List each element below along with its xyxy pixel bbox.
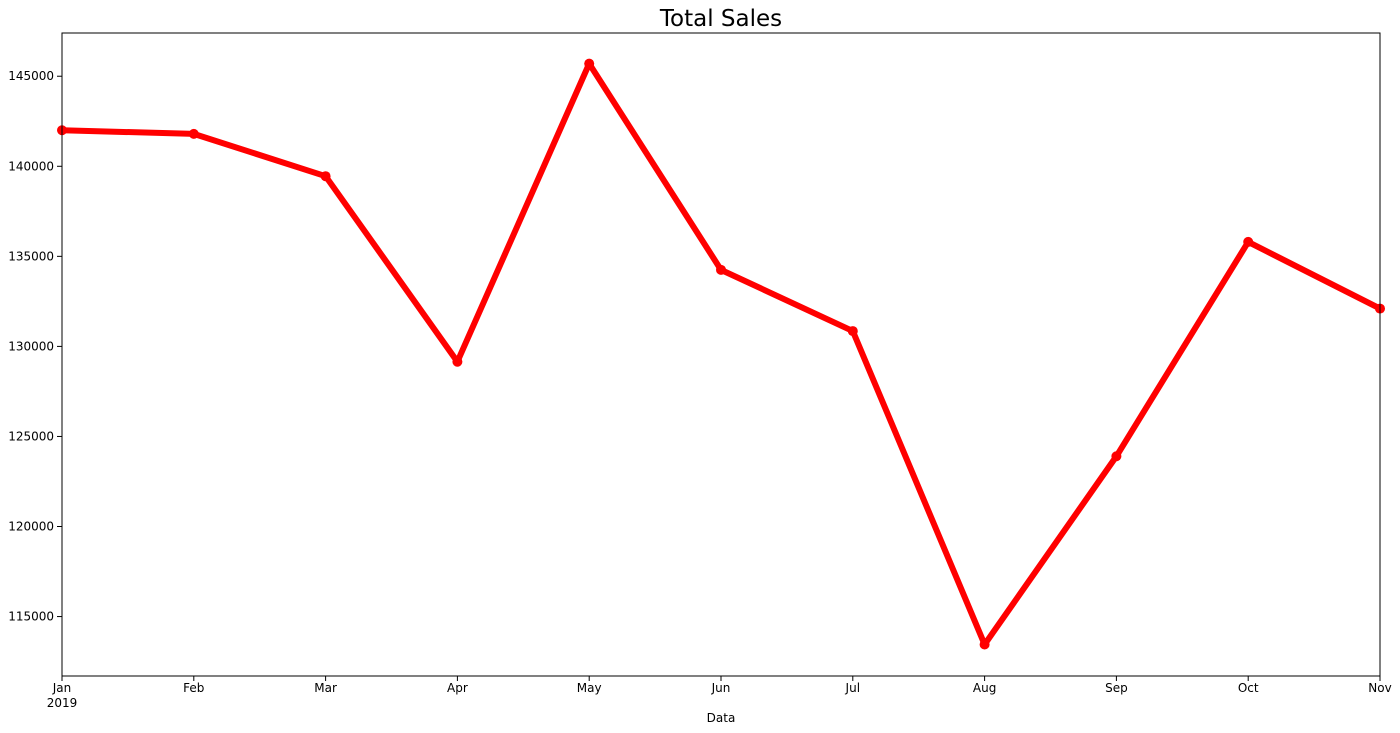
x-axis-ticks: Jan Feb Mar Apr May Jun Jul Aug Sep Oct Nov xyxy=(52,676,1392,695)
data-point xyxy=(584,58,595,69)
data-point xyxy=(452,356,463,367)
y-tick-label: 130000 xyxy=(8,339,54,353)
y-tick-label: 125000 xyxy=(8,429,54,443)
y-tick-label: 145000 xyxy=(8,69,54,83)
data-point xyxy=(847,326,858,337)
x-tick-label: Oct xyxy=(1238,681,1259,695)
data-point xyxy=(1243,236,1254,247)
y-tick-label: 120000 xyxy=(8,520,54,534)
y-tick-label: 135000 xyxy=(8,249,54,263)
y-axis-ticks: 115000 120000 125000 130000 135000 140000 1450… xyxy=(8,69,62,624)
x-tick-label: Jan xyxy=(52,681,72,695)
y-tick-label: 115000 xyxy=(8,610,54,624)
data-point xyxy=(320,171,331,182)
x-tick-label: Feb xyxy=(183,681,204,695)
x-tick-label: Sep xyxy=(1105,681,1128,695)
x-tick-label: Nov xyxy=(1368,681,1391,695)
x-axis-label: Data xyxy=(707,711,736,725)
x-tick-label: Mar xyxy=(314,681,337,695)
x-tick-label: May xyxy=(577,681,602,695)
data-point xyxy=(979,639,990,650)
x-tick-label: Aug xyxy=(973,681,996,695)
plot-frame xyxy=(61,32,1381,677)
data-point xyxy=(1111,451,1122,462)
y-tick-label: 140000 xyxy=(8,159,54,173)
x-tick-label: Apr xyxy=(447,681,468,695)
plot-area xyxy=(62,33,1380,676)
chart-title: Total Sales xyxy=(659,6,782,32)
x-tick-label: Jun xyxy=(711,681,731,695)
data-point xyxy=(716,264,726,275)
data-point xyxy=(188,128,199,139)
x-tick-label: Jul xyxy=(845,681,860,695)
x-year-label: 2019 xyxy=(47,696,78,710)
